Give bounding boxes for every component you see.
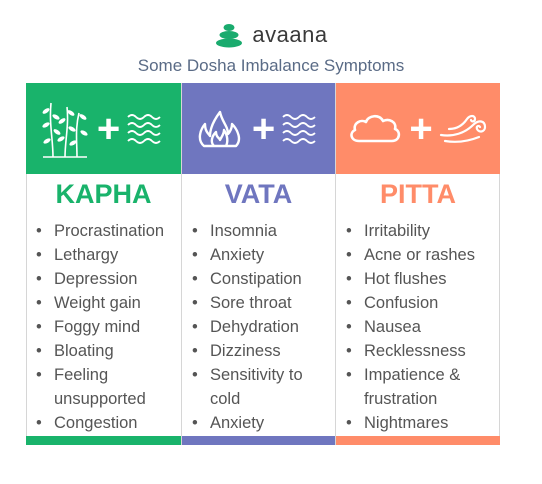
list-item: Anxiety (192, 243, 333, 267)
symptom-list-kapha: Procrastination Lethargy Depression Weig… (36, 219, 179, 435)
list-item: Nausea (346, 315, 498, 339)
plus-icon: + (409, 106, 433, 151)
plus-icon: + (251, 106, 276, 151)
bottom-bar-pitta (336, 436, 500, 445)
list-item: Nightmares (346, 411, 498, 435)
fire-icon (198, 110, 240, 147)
list-item: Confusion (346, 291, 498, 315)
list-item: Insomnia (192, 219, 333, 243)
symptom-list-pitta: Irritability Acne or rashes Hot flushes … (346, 219, 498, 435)
banner-kapha: + (26, 83, 181, 174)
water-waves-icon (127, 113, 161, 144)
list-item: Constipation (192, 267, 333, 291)
list-item: Foggy mind (36, 315, 179, 339)
column-kapha: + KAPHA Procrastination Lethargy Depress… (26, 83, 182, 445)
list-item: Anxiety (192, 411, 333, 435)
column-vata: + VATA Insomnia Anxiety Constipation Sor… (182, 83, 336, 445)
heading-vata: VATA (224, 179, 293, 209)
list-item: Impatience & frustration (346, 363, 498, 411)
heading-kapha: KAPHA (55, 179, 152, 209)
list-item: Feeling unsupported (36, 363, 179, 411)
list-item: Irritability (346, 219, 498, 243)
column-pitta: + PITTA Irritability Acne or rashes Hot … (336, 83, 500, 445)
plus-icon: + (96, 106, 121, 151)
banner-vata: + (182, 83, 335, 174)
stacked-stones-icon (216, 24, 243, 48)
list-item: Procrastination (36, 219, 179, 243)
list-item: Lethargy (36, 243, 179, 267)
list-item: Acne or rashes (346, 243, 498, 267)
list-item: Weight gain (36, 291, 179, 315)
water-waves-icon (282, 113, 316, 144)
banner-pitta: + (336, 83, 500, 174)
bottom-bar-kapha (26, 436, 181, 445)
list-item: Dehydration (192, 315, 333, 339)
page-title: Some Dosha Imbalance Symptoms (137, 56, 405, 75)
wind-icon (439, 114, 486, 143)
list-item: Dizziness (192, 339, 333, 363)
heading-pitta: PITTA (380, 179, 456, 209)
list-item: Recklessness (346, 339, 498, 363)
brand-header: avaana (0, 22, 542, 48)
bottom-bar-vata (182, 436, 335, 445)
list-item: Sensitivity to cold (192, 363, 333, 411)
plant-icon (42, 102, 88, 158)
cloud-icon (350, 114, 401, 142)
list-item: Congestion (36, 411, 179, 435)
list-item: Hot flushes (346, 267, 498, 291)
symptom-list-vata: Insomnia Anxiety Constipation Sore throa… (192, 219, 333, 435)
list-item: Bloating (36, 339, 179, 363)
list-item: Sore throat (192, 291, 333, 315)
list-item: Depression (36, 267, 179, 291)
brand-name: avaana (252, 22, 328, 47)
